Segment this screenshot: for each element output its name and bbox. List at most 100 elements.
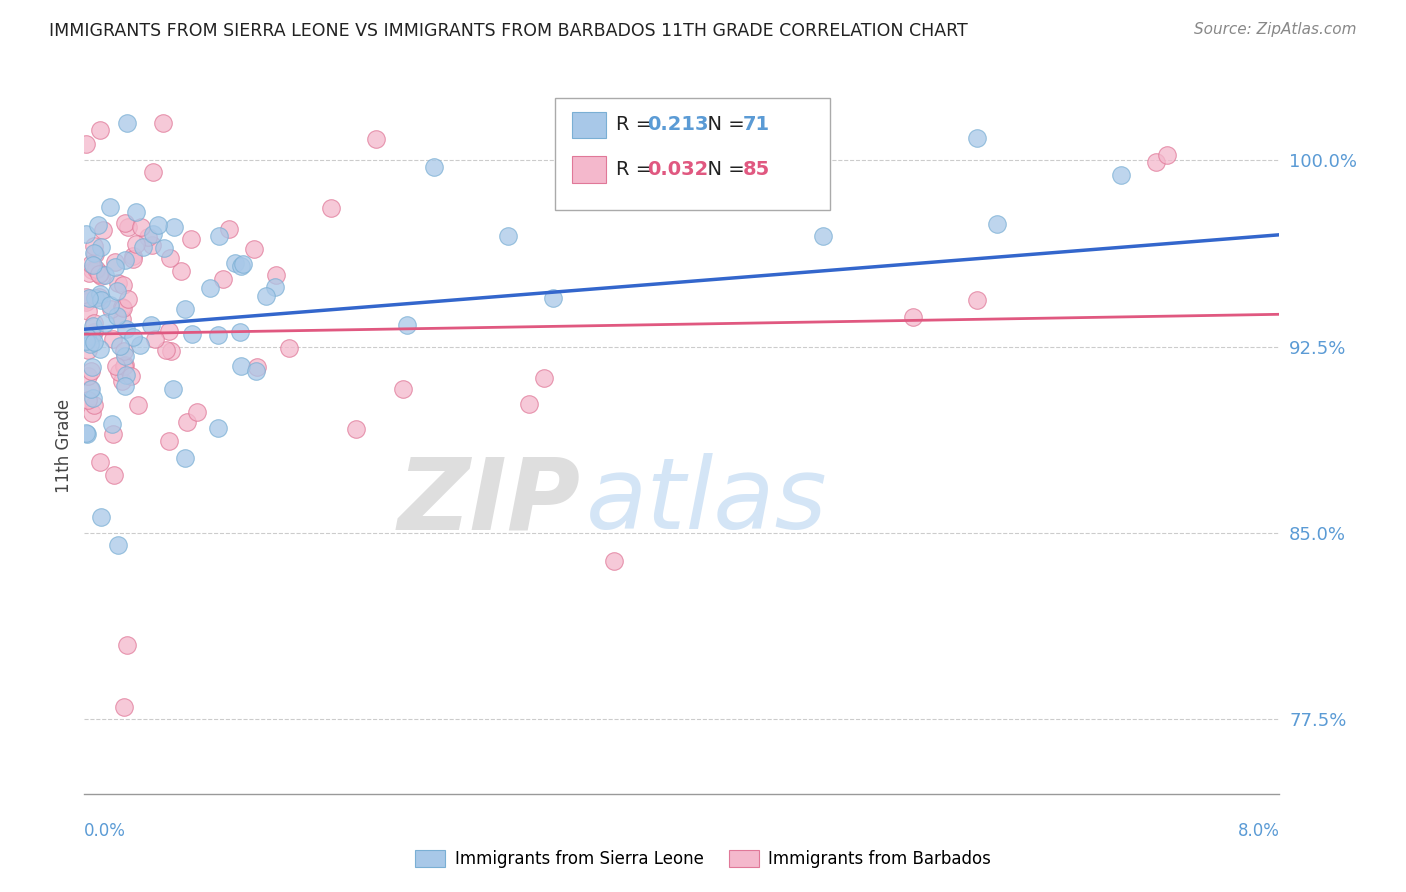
Point bbox=[231, 359, 253, 374]
Text: 71: 71 bbox=[742, 115, 769, 135]
Point bbox=[117, 292, 139, 306]
Point bbox=[80, 364, 103, 378]
Point bbox=[111, 300, 134, 314]
Point bbox=[124, 237, 146, 252]
Point bbox=[142, 165, 165, 179]
Legend: Immigrants from Sierra Leone, Immigrants from Barbados: Immigrants from Sierra Leone, Immigrants… bbox=[408, 843, 998, 875]
Point bbox=[87, 290, 110, 304]
Point bbox=[229, 325, 252, 339]
Point bbox=[91, 223, 114, 237]
Point bbox=[517, 397, 540, 411]
Point bbox=[100, 302, 122, 317]
Point bbox=[83, 398, 105, 412]
Point bbox=[90, 293, 112, 308]
Point bbox=[108, 365, 131, 379]
Point bbox=[174, 301, 197, 316]
Point bbox=[129, 219, 152, 234]
Point bbox=[395, 318, 418, 333]
Point bbox=[153, 241, 176, 255]
Point bbox=[80, 406, 103, 420]
Point bbox=[75, 334, 97, 348]
Point bbox=[82, 319, 104, 334]
Point bbox=[207, 420, 229, 434]
Point bbox=[319, 202, 342, 216]
Point bbox=[114, 216, 136, 230]
Point bbox=[245, 364, 267, 378]
Point bbox=[186, 405, 208, 419]
Point bbox=[986, 217, 1008, 231]
Point bbox=[75, 295, 97, 310]
Point bbox=[207, 327, 229, 342]
Point bbox=[122, 329, 145, 343]
Point bbox=[218, 222, 240, 236]
Point bbox=[104, 260, 127, 275]
Text: R =: R = bbox=[616, 115, 658, 135]
Point bbox=[115, 638, 138, 652]
Point bbox=[111, 301, 134, 316]
Point bbox=[89, 123, 111, 137]
Point bbox=[111, 312, 134, 326]
Point bbox=[122, 250, 145, 264]
Text: 0.032: 0.032 bbox=[647, 160, 709, 179]
Point bbox=[224, 256, 246, 270]
Point bbox=[392, 382, 415, 396]
Point bbox=[278, 342, 301, 356]
Point bbox=[105, 309, 128, 323]
Point bbox=[76, 426, 98, 441]
Point bbox=[90, 510, 112, 524]
Point bbox=[83, 325, 105, 339]
Point bbox=[114, 379, 136, 393]
Point bbox=[75, 293, 97, 308]
Point bbox=[112, 700, 135, 714]
Point bbox=[83, 334, 105, 349]
Point bbox=[84, 261, 107, 276]
Point bbox=[100, 417, 122, 431]
Point bbox=[77, 291, 100, 305]
Point bbox=[159, 344, 181, 359]
Point bbox=[246, 359, 269, 374]
Point bbox=[143, 332, 166, 346]
Point bbox=[159, 252, 181, 266]
Point bbox=[75, 290, 97, 304]
Point bbox=[541, 291, 564, 305]
Point bbox=[1156, 148, 1178, 162]
Point bbox=[141, 237, 163, 252]
Point bbox=[89, 455, 111, 469]
Point bbox=[121, 252, 143, 266]
Point bbox=[115, 368, 138, 382]
Point bbox=[77, 368, 100, 383]
Point bbox=[811, 229, 834, 244]
Point bbox=[155, 343, 177, 357]
Point bbox=[170, 264, 193, 278]
Point bbox=[90, 240, 112, 254]
Point bbox=[229, 259, 252, 273]
Point bbox=[125, 205, 148, 219]
Point bbox=[104, 359, 127, 373]
Point bbox=[80, 262, 103, 277]
Point bbox=[77, 266, 100, 280]
Point bbox=[603, 554, 626, 568]
Point bbox=[120, 369, 142, 384]
Point bbox=[966, 131, 988, 145]
Point bbox=[89, 266, 111, 280]
Point bbox=[82, 391, 104, 405]
Point bbox=[128, 337, 150, 351]
Point bbox=[89, 343, 111, 357]
Point bbox=[1144, 154, 1167, 169]
Text: R =: R = bbox=[616, 160, 658, 179]
Point bbox=[101, 427, 124, 442]
Point bbox=[181, 326, 204, 341]
Point bbox=[79, 337, 101, 351]
Point bbox=[211, 272, 233, 286]
Point bbox=[76, 330, 98, 344]
Point bbox=[127, 398, 149, 412]
Point bbox=[176, 415, 198, 429]
Point bbox=[157, 434, 180, 448]
Point bbox=[83, 246, 105, 260]
Point bbox=[208, 229, 231, 244]
Point bbox=[264, 268, 287, 282]
Point bbox=[114, 358, 136, 372]
Point bbox=[103, 467, 125, 482]
Text: 0.0%: 0.0% bbox=[84, 822, 127, 839]
Point bbox=[152, 116, 174, 130]
